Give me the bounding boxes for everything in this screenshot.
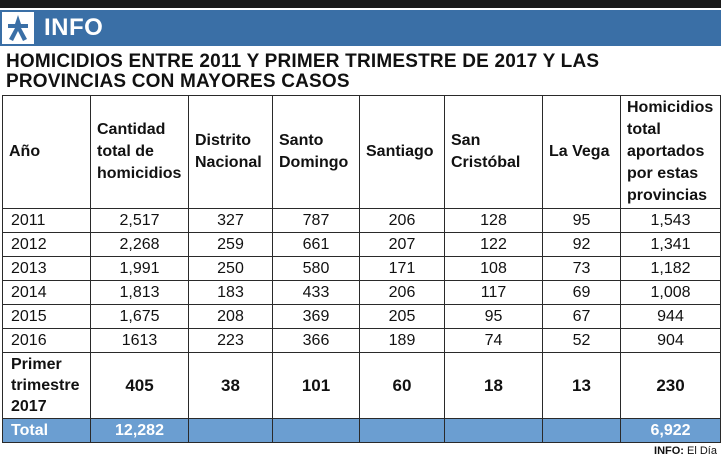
source-label: INFO: [654, 445, 684, 457]
table-cell: 60 [359, 352, 445, 419]
table-cell: 787 [272, 208, 360, 233]
table-cell: 2014 [2, 280, 91, 305]
table-cell: 580 [272, 256, 360, 281]
table-cell: 128 [444, 208, 543, 233]
table-cell: 6,922 [620, 418, 721, 443]
table-cell [272, 418, 360, 443]
table-cell: 18 [444, 352, 543, 419]
table-cell: 369 [272, 304, 360, 329]
table-cell: 208 [188, 304, 273, 329]
table-cell: 327 [188, 208, 273, 233]
table-cell: 108 [444, 256, 543, 281]
table-row: 2015 1,675 208 369 205 95 67 944 [2, 304, 721, 329]
total-row: Total 12,282 6,922 [2, 418, 721, 443]
table-cell: 171 [359, 256, 445, 281]
table-row: 2012 2,268 259 661 207 122 92 1,341 [2, 232, 721, 257]
table-cell [188, 418, 273, 443]
homicides-table: Año Cantidad total de homicidios Distrit… [2, 95, 721, 443]
source-credit: INFO: El Día [654, 445, 717, 457]
table-cell: 52 [542, 328, 621, 353]
table-cell: 67 [542, 304, 621, 329]
table-cell: 2012 [2, 232, 91, 257]
table-cell: 69 [542, 280, 621, 305]
table-cell [444, 418, 543, 443]
table-cell: 74 [444, 328, 543, 353]
table-header-row: Año Cantidad total de homicidios Distrit… [2, 95, 721, 209]
table-cell: 205 [359, 304, 445, 329]
table-cell: 2016 [2, 328, 91, 353]
table-cell: 405 [90, 352, 189, 419]
table-cell: 259 [188, 232, 273, 257]
table-cell: 92 [542, 232, 621, 257]
table-cell: 2,268 [90, 232, 189, 257]
table-cell: 1,543 [620, 208, 721, 233]
table-cell: 366 [272, 328, 360, 353]
table-cell: Primer trimestre 2017 [2, 352, 91, 419]
top-rule [0, 0, 721, 8]
table-cell: 223 [188, 328, 273, 353]
table-cell: 230 [620, 352, 721, 419]
table-cell: 1,675 [90, 304, 189, 329]
table-cell: 904 [620, 328, 721, 353]
table-cell: 38 [188, 352, 273, 419]
header-cell: San Cristóbal [444, 95, 543, 209]
table-cell: 2011 [2, 208, 91, 233]
table-cell: 13 [542, 352, 621, 419]
table-cell: 101 [272, 352, 360, 419]
banner-title: INFO [44, 14, 104, 41]
table-cell: 12,282 [90, 418, 189, 443]
logo-icon [2, 12, 34, 44]
table-cell: 944 [620, 304, 721, 329]
header-cell: Santiago [359, 95, 445, 209]
table-cell: 183 [188, 280, 273, 305]
table-cell: 1,341 [620, 232, 721, 257]
table-cell: 189 [359, 328, 445, 353]
table-cell: 73 [542, 256, 621, 281]
table-cell: 2,517 [90, 208, 189, 233]
header-cell: Homicidios total aportados por estas pro… [620, 95, 721, 209]
table-cell: 433 [272, 280, 360, 305]
table-cell: 117 [444, 280, 543, 305]
table-cell: 2013 [2, 256, 91, 281]
table-cell: 2015 [2, 304, 91, 329]
table-cell [359, 418, 445, 443]
table-row: 2014 1,813 183 433 206 117 69 1,008 [2, 280, 721, 305]
header-cell: Distrito Nacional [188, 95, 273, 209]
table-row: 2016 1613 223 366 189 74 52 904 [2, 328, 721, 353]
table-cell: Total [2, 418, 91, 443]
table-cell: 95 [542, 208, 621, 233]
table-cell: 1,991 [90, 256, 189, 281]
primer-trimestre-row: Primer trimestre 2017 405 38 101 60 18 1… [2, 352, 721, 419]
table-cell: 250 [188, 256, 273, 281]
table-cell: 207 [359, 232, 445, 257]
table-cell: 122 [444, 232, 543, 257]
table-cell: 1,182 [620, 256, 721, 281]
header-cell: La Vega [542, 95, 621, 209]
table-row: 2013 1,991 250 580 171 108 73 1,182 [2, 256, 721, 281]
table-row: 2011 2,517 327 787 206 128 95 1,543 [2, 208, 721, 233]
table-cell: 1613 [90, 328, 189, 353]
table-cell: 206 [359, 280, 445, 305]
table-cell: 1,008 [620, 280, 721, 305]
info-banner: INFO [0, 10, 721, 46]
header-cell: Santo Domingo [272, 95, 360, 209]
header-cell: Año [2, 95, 91, 209]
table-cell: 95 [444, 304, 543, 329]
table-cell: 661 [272, 232, 360, 257]
table-cell [542, 418, 621, 443]
header-cell: Cantidad total de homicidios [90, 95, 189, 209]
page-title: HOMICIDIOS ENTRE 2011 Y PRIMER TRIMESTRE… [6, 51, 600, 92]
source-value: El Día [687, 445, 717, 457]
table-cell: 206 [359, 208, 445, 233]
table-cell: 1,813 [90, 280, 189, 305]
